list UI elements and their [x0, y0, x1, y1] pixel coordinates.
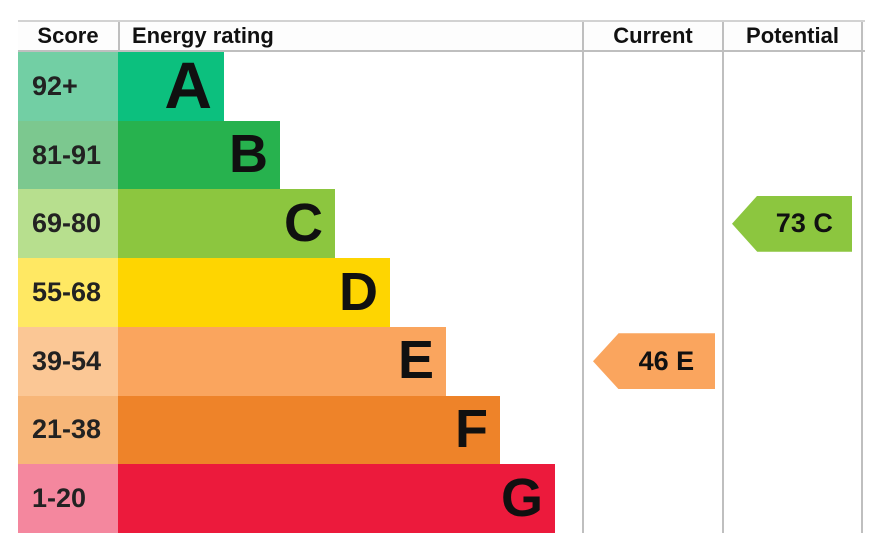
potential-cell [722, 52, 863, 121]
current-cell [582, 189, 722, 259]
band-rows: 92+ A 81-91 B 69-80 C 73 C 55-68 D 39-54 E 46 E 21-3… [18, 52, 865, 534]
rating-letter: B [229, 124, 268, 185]
score-range-cell: 39-54 [18, 326, 118, 396]
rating-letter: F [455, 398, 488, 459]
rating-bar-cell: C [118, 189, 582, 259]
energy-rating-column-header: Energy rating [118, 22, 582, 50]
potential-arrow: 73 C [732, 195, 852, 252]
score-range-cell: 55-68 [18, 258, 118, 327]
current-cell [582, 52, 722, 121]
band-row-f: 21-38 F [18, 395, 865, 465]
rating-bar: D [118, 258, 390, 327]
band-row-a: 92+ A [18, 52, 865, 121]
score-range-cell: 1-20 [18, 464, 118, 534]
band-row-b: 81-91 B [18, 120, 865, 190]
rating-letter: G [500, 467, 543, 528]
rating-letter: C [284, 192, 323, 253]
score-range-cell: 92+ [18, 52, 118, 121]
potential-cell [722, 258, 863, 327]
rating-bar: B [118, 120, 280, 190]
rating-bar-cell: B [118, 120, 582, 190]
score-column-header: Score [37, 23, 99, 48]
potential-cell [722, 120, 863, 190]
rating-letter: D [339, 261, 378, 322]
current-column-header: Current [582, 22, 722, 50]
potential-cell [722, 326, 863, 396]
rating-bar-cell: E [118, 326, 582, 396]
potential-cell: 73 C [722, 189, 863, 259]
rating-bar: A [118, 52, 224, 121]
current-cell [582, 120, 722, 190]
potential-arrow-label: 73 C [775, 208, 833, 239]
current-arrow: 46 E [593, 333, 715, 390]
rating-bar-cell: A [118, 52, 582, 121]
epc-table: Score Energy rating Current Potential 92… [18, 20, 865, 534]
current-cell [582, 258, 722, 327]
current-cell [582, 464, 722, 534]
rating-letter: E [397, 330, 434, 391]
rating-bar-cell: D [118, 258, 582, 327]
header-row: Score Energy rating Current Potential [18, 20, 865, 52]
score-range-cell: 21-38 [18, 395, 118, 465]
rating-bar: F [118, 395, 500, 465]
band-row-g: 1-20 G [18, 464, 865, 534]
potential-cell [722, 395, 863, 465]
current-cell [582, 395, 722, 465]
potential-column-header: Potential [722, 22, 863, 50]
band-row-d: 55-68 D [18, 258, 865, 327]
rating-bar: G [118, 464, 555, 534]
current-arrow-label: 46 E [638, 345, 695, 376]
rating-bar: E [118, 326, 446, 396]
rating-letter: A [164, 48, 212, 123]
band-row-c: 69-80 C 73 C [18, 189, 865, 259]
rating-bar-cell: G [118, 464, 582, 534]
potential-cell [722, 464, 863, 534]
rating-bar: C [118, 189, 335, 259]
current-cell: 46 E [582, 326, 722, 396]
score-range-cell: 69-80 [18, 189, 118, 259]
band-row-e: 39-54 E 46 E [18, 326, 865, 396]
rating-bar-cell: F [118, 395, 582, 465]
score-range-cell: 81-91 [18, 120, 118, 190]
